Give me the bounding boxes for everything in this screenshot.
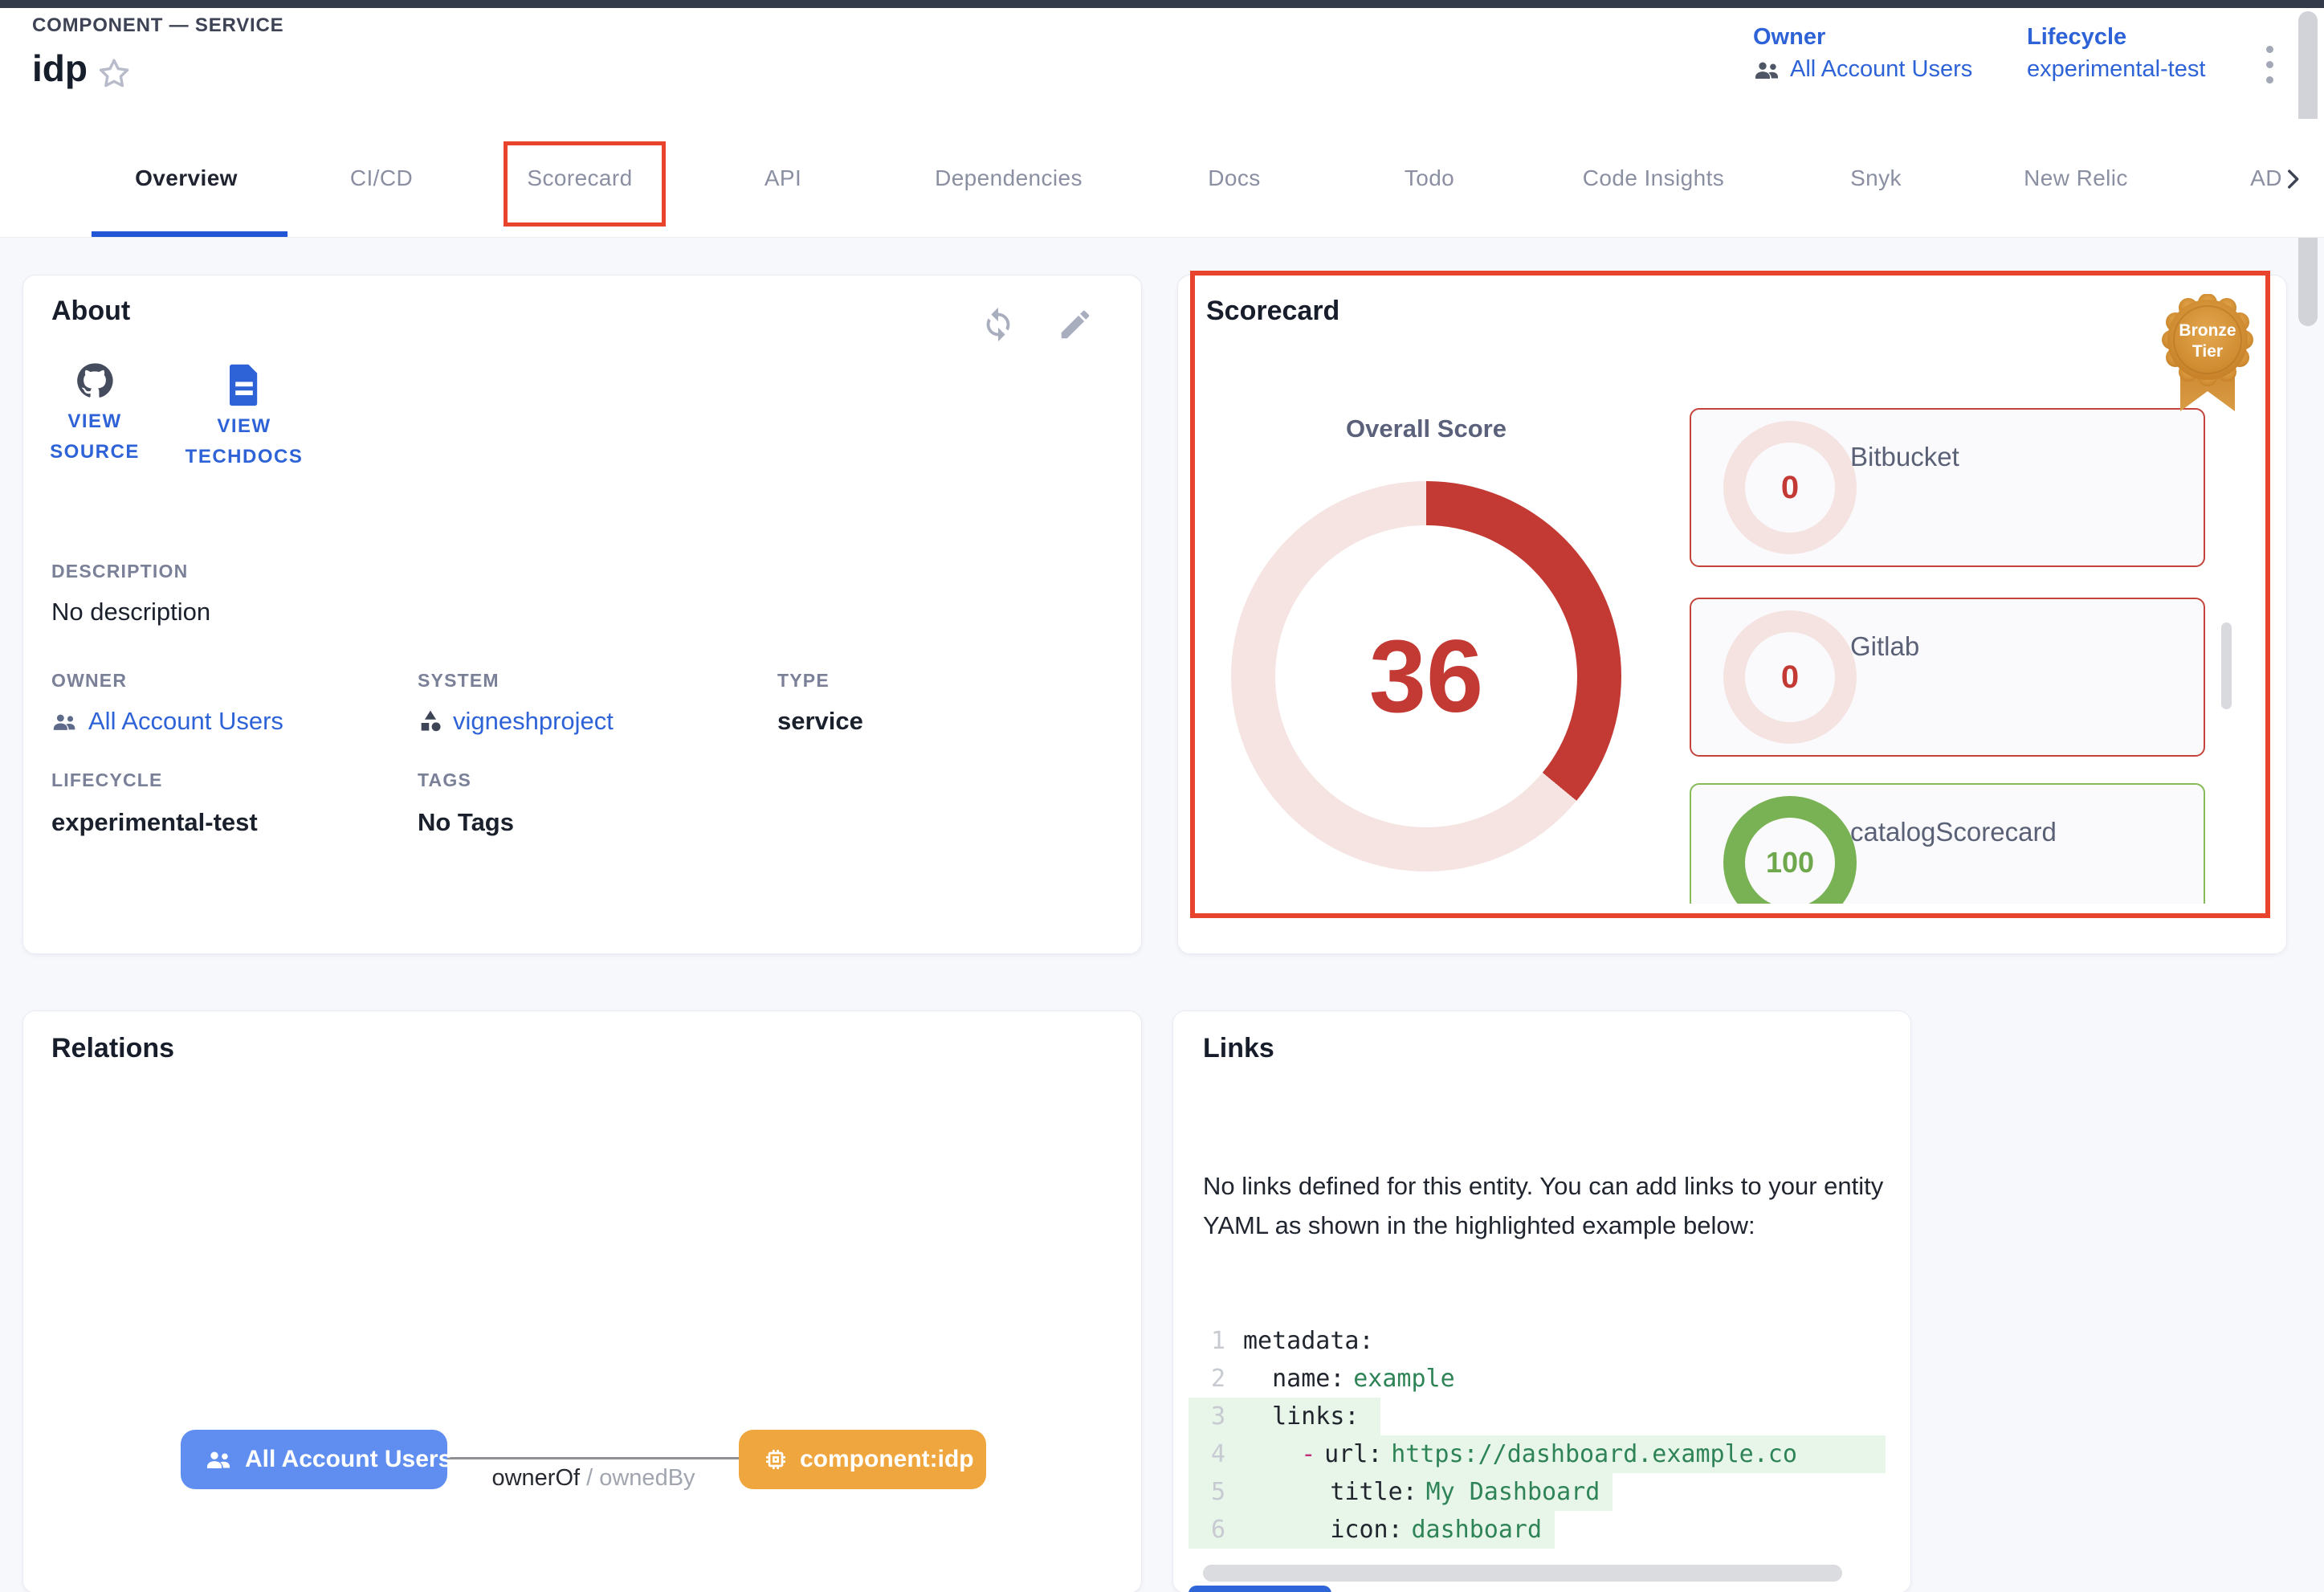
browser-top-strip	[0, 0, 2324, 8]
code-line-highlighted: 6 icon: dashboard	[1189, 1511, 1555, 1549]
group-icon	[205, 1450, 234, 1469]
code-line-highlighted: 3 links:	[1189, 1398, 1381, 1435]
score-ring: 0	[1723, 421, 1857, 554]
provider-card-bitbucket[interactable]: 0 Bitbucket	[1690, 408, 2205, 567]
code-line-highlighted: 5 title: My Dashboard	[1189, 1473, 1613, 1511]
tab-dependencies[interactable]: Dependencies	[935, 165, 1082, 190]
kebab-menu-icon[interactable]	[2253, 32, 2285, 96]
entity-header	[0, 8, 2324, 120]
about-owner-link[interactable]: All Account Users	[51, 707, 283, 736]
lifecycle-label: Lifecycle	[2027, 24, 2127, 50]
tab-ad-truncated[interactable]: AD	[2250, 165, 2282, 190]
tab-scorecard[interactable]: Scorecard	[527, 165, 633, 190]
owner-label: Owner	[1753, 24, 1826, 50]
bronze-tier-badge: Bronze Tier	[2160, 294, 2255, 414]
relation-edge	[447, 1457, 739, 1459]
view-source-link[interactable]: VIEW SOURCE	[22, 360, 167, 467]
lifecycle-value: experimental-test	[2027, 56, 2206, 82]
page-title: idp	[32, 47, 88, 89]
group-icon	[1753, 60, 1782, 80]
type-value: service	[777, 707, 863, 735]
category-icon	[418, 708, 443, 734]
overall-score-value: 36	[1368, 618, 1484, 734]
tab-code-insights[interactable]: Code Insights	[1582, 165, 1725, 190]
tab-cicd[interactable]: CI/CD	[349, 165, 414, 190]
scorecard-tab-highlight-box	[504, 141, 666, 227]
overall-score-label: Overall Score	[1346, 414, 1507, 443]
provider-list-scrollbar[interactable]	[2221, 623, 2232, 709]
github-icon	[74, 360, 116, 402]
tab-todo[interactable]: Todo	[1404, 165, 1455, 190]
owner-link[interactable]: All Account Users	[1753, 56, 1972, 83]
about-owner-label: OWNER	[51, 670, 128, 691]
score-ring: 100	[1723, 796, 1857, 904]
code-horizontal-scrollbar[interactable]	[1203, 1565, 1842, 1582]
tabs-bar	[0, 119, 2324, 238]
system-label: SYSTEM	[418, 670, 499, 691]
provider-name: catalogScorecard	[1850, 817, 2057, 847]
edit-pencil-icon[interactable]	[1057, 306, 1094, 343]
description-value: No description	[51, 598, 211, 626]
group-icon	[51, 712, 79, 731]
system-link[interactable]: vigneshproject	[418, 707, 614, 736]
tab-snyk[interactable]: Snyk	[1850, 165, 1902, 190]
type-label: TYPE	[777, 670, 830, 691]
breadcrumb: COMPONENT — SERVICE	[32, 14, 284, 36]
links-empty-message: No links defined for this entity. You ca…	[1203, 1172, 1884, 1239]
code-line: 1 metadata:	[1210, 1327, 1374, 1355]
about-lifecycle-label: LIFECYCLE	[51, 769, 163, 790]
relation-node-owner[interactable]: All Account Users	[181, 1430, 451, 1489]
score-ring: 0	[1723, 610, 1857, 744]
tags-label: TAGS	[418, 769, 471, 790]
overall-score-gauge: 36	[1231, 481, 1621, 872]
links-action-button-partial[interactable]	[1189, 1586, 1331, 1592]
view-techdocs-link[interactable]: VIEW TECHDOCS	[172, 363, 316, 472]
tab-docs[interactable]: Docs	[1208, 165, 1261, 190]
about-title: About	[51, 296, 131, 326]
svg-text:Bronze: Bronze	[2179, 321, 2236, 340]
provider-score-list: 0 Bitbucket 0 Gitlab 100 catalogScorecar…	[1690, 408, 2208, 904]
tab-api[interactable]: API	[764, 165, 802, 190]
tags-value: No Tags	[418, 808, 514, 836]
about-card	[22, 275, 1142, 954]
description-label: DESCRIPTION	[51, 561, 189, 582]
code-line: 2 name: example	[1210, 1365, 1455, 1393]
tab-new-relic[interactable]: New Relic	[2024, 165, 2128, 190]
provider-card-gitlab[interactable]: 0 Gitlab	[1690, 598, 2205, 757]
relation-node-component[interactable]: component:idp	[739, 1430, 986, 1489]
links-title: Links	[1203, 1033, 1274, 1063]
provider-name: Bitbucket	[1850, 442, 1959, 471]
relation-edge-label: ownerOf / ownedBy	[491, 1465, 695, 1491]
provider-card-catalogscorecard[interactable]: 100 catalogScorecard	[1690, 783, 2205, 904]
about-lifecycle-value: experimental-test	[51, 808, 258, 836]
relations-title: Relations	[51, 1033, 175, 1063]
chevron-right-icon[interactable]	[2279, 165, 2306, 193]
tab-strip: Overview CI/CD Scorecard API Dependencie…	[0, 119, 2285, 236]
relations-card	[22, 1010, 1142, 1592]
yaml-code-block: 1 metadata: 2 name: example 3 links: 4 -u…	[1189, 1322, 1886, 1549]
provider-name: Gitlab	[1850, 631, 1920, 661]
active-tab-indicator	[92, 231, 287, 237]
techdocs-document-icon	[226, 363, 262, 406]
tab-overview[interactable]: Overview	[135, 165, 238, 190]
svg-text:Tier: Tier	[2192, 342, 2223, 361]
refresh-icon[interactable]	[980, 306, 1017, 343]
code-line-highlighted: 4 - url: https://dashboard.example.co	[1189, 1435, 1886, 1473]
owner-value: All Account Users	[1790, 56, 1973, 82]
scorecard-title: Scorecard	[1206, 296, 1340, 326]
chip-icon	[763, 1447, 789, 1472]
favorite-star-icon[interactable]	[95, 55, 133, 93]
